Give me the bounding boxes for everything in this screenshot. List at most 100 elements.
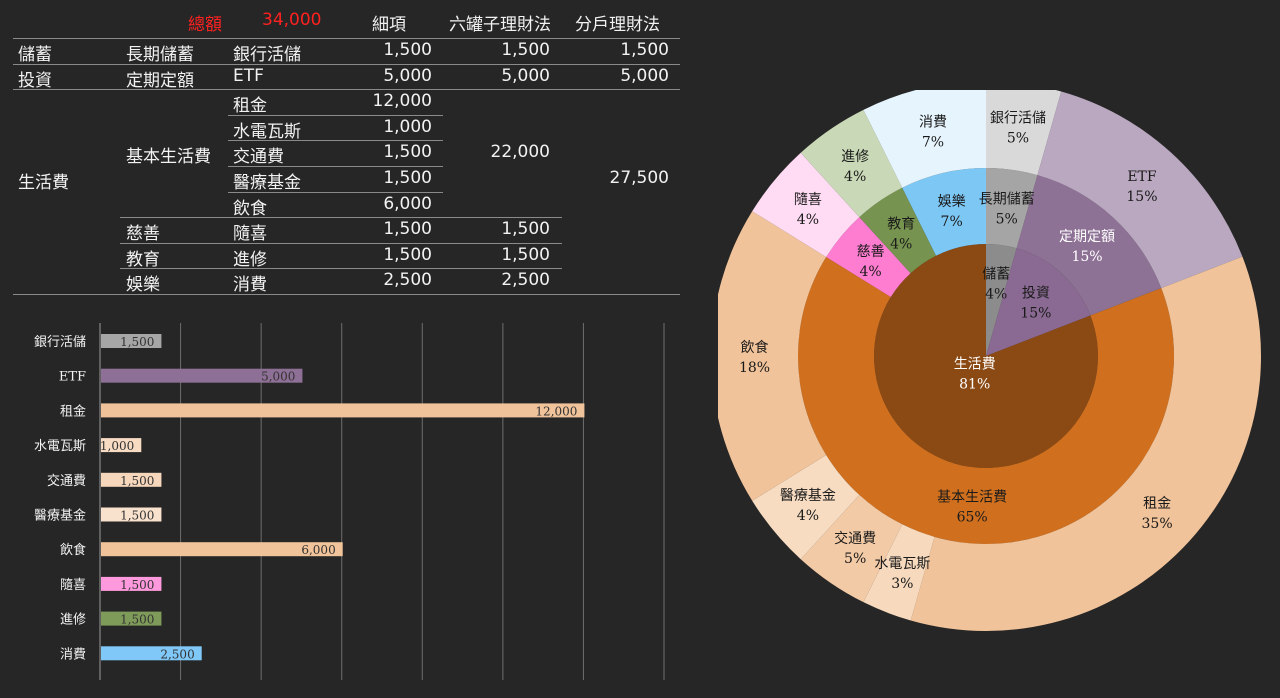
- slice-label: 投資: [1022, 285, 1050, 301]
- table-cell-sub: 教育: [126, 249, 160, 270]
- table-rule: [13, 38, 680, 39]
- slice-label: 生活費: [954, 356, 996, 372]
- sunburst-slice: [798, 257, 1174, 544]
- slice-label: 基本生活費: [937, 488, 1007, 505]
- table-cell-item: 醫療基金: [233, 173, 301, 193]
- slice-label: 銀行活儲: [990, 111, 1046, 127]
- bar-value-label: 1,000: [100, 439, 134, 453]
- table-rule: [13, 63, 680, 65]
- table-cell-item: 交通費: [233, 147, 284, 168]
- slice-label: 長期儲蓄: [979, 191, 1035, 207]
- slice-label: 隨喜: [794, 192, 822, 208]
- slice-label: 娛樂: [938, 193, 966, 210]
- table-cell-acct: 5,000: [620, 65, 669, 86]
- bar: [101, 646, 202, 661]
- sunburst-slice: [1016, 175, 1162, 316]
- table-cell-six: 1,500: [501, 219, 550, 240]
- bar-value-label: 12,000: [535, 404, 577, 418]
- table-cell-item: 租金: [233, 96, 267, 117]
- table-cell-item: 隨喜: [233, 224, 267, 245]
- header-six-jars: 六罐子理財法: [449, 15, 551, 35]
- bar: [101, 334, 162, 348]
- header-item: 細項: [372, 15, 406, 35]
- sunburst-slice: [752, 152, 860, 258]
- sunburst-slice: [800, 494, 903, 603]
- table-cell-amt: 6,000: [383, 193, 432, 214]
- sunburst-slice: [826, 217, 911, 298]
- table-cell-item: 進修: [233, 249, 267, 270]
- bar: [101, 542, 343, 557]
- table-rule: [228, 191, 443, 193]
- table-cell-sub: 定期定額: [126, 70, 194, 91]
- table-cell-item: 銀行活儲: [233, 45, 301, 65]
- slice-percent: 5%: [1007, 131, 1029, 147]
- bar: [101, 576, 162, 591]
- table-cell-six: 2,500: [501, 270, 550, 291]
- bar-category-label: 銀行活儲: [34, 335, 86, 350]
- table-cell-amt: 1,500: [383, 40, 432, 60]
- bar: [101, 368, 303, 383]
- sunburst-slice: [800, 109, 903, 218]
- bar-category-label: 飲食: [60, 542, 86, 558]
- sunburst-chart: 儲蓄 4% 投資 15% 生活費 81% 長期儲蓄 5% 定期定額 15% 基本生活費 65% 慈善 4%…: [718, 90, 1261, 631]
- slice-percent: 7%: [941, 214, 963, 230]
- bar-category-label: 消費: [60, 647, 86, 662]
- sunburst-slice: [863, 90, 986, 188]
- table-cell-amt: 1,500: [383, 219, 432, 240]
- slice-percent: 7%: [922, 135, 944, 151]
- sunburst-slice: [902, 168, 986, 256]
- slice-label: 飲食: [741, 339, 769, 356]
- total-value: 34,000: [262, 10, 322, 30]
- table-rule: [13, 294, 680, 295]
- slice-percent: 15%: [1020, 305, 1051, 321]
- slice-label: 定期定額: [1059, 229, 1115, 245]
- table-cell-item: 水電瓦斯: [233, 121, 301, 142]
- sunburst-slice: [863, 524, 935, 621]
- bar-category-label: ETF: [59, 370, 86, 385]
- slice-label: 水電瓦斯: [874, 556, 930, 572]
- slice-label: 醫療基金: [780, 487, 836, 504]
- bar: [101, 438, 142, 453]
- table-cell-acct: 27,500: [609, 168, 669, 188]
- slice-label: 慈善: [857, 244, 885, 260]
- bar-category-label: 醫療基金: [34, 508, 86, 524]
- header-accounts: 分戶理財法: [575, 15, 660, 35]
- slice-label: 交通費: [834, 530, 876, 547]
- table-cell-amt: 2,500: [383, 270, 432, 291]
- bar-value-label: 6,000: [301, 543, 335, 557]
- slice-percent: 4%: [890, 236, 912, 252]
- bar: [101, 507, 162, 522]
- sunburst-slice: [986, 248, 1091, 356]
- slice-percent: 15%: [1071, 249, 1102, 265]
- table-cell-sub: 基本生活費: [126, 147, 211, 168]
- slice-label: 消費: [919, 115, 947, 131]
- sunburst-slice: [986, 168, 1038, 249]
- bar: [101, 472, 162, 487]
- bar: [101, 403, 585, 418]
- table-cell-amt: 1,500: [383, 142, 432, 163]
- table-rule: [228, 114, 443, 116]
- bar-category-label: 進修: [60, 613, 86, 628]
- slice-percent: 35%: [1142, 516, 1173, 532]
- table-cell-amt: 1,500: [383, 244, 432, 265]
- sunburst-slice: [874, 244, 1098, 468]
- table-cell-cat: 儲蓄: [18, 45, 52, 65]
- table-cell-sub: 娛樂: [126, 275, 160, 296]
- slice-label: 教育: [887, 216, 915, 232]
- bar-value-label: 1,500: [120, 474, 154, 488]
- table-rule: [120, 217, 562, 219]
- slice-label: 儲蓄: [982, 267, 1010, 283]
- bar-category-label: 水電瓦斯: [34, 439, 86, 454]
- bar: [101, 611, 162, 626]
- table-cell-item: 飲食: [233, 198, 267, 219]
- table-cell-six: 5,000: [501, 65, 550, 86]
- table-cell-amt: 12,000: [372, 91, 432, 112]
- table-rule: [228, 140, 443, 142]
- table-cell-item: 消費: [233, 275, 267, 296]
- slice-percent: 65%: [957, 509, 988, 525]
- table-cell-acct: 1,500: [620, 40, 669, 60]
- slice-percent: 15%: [1126, 189, 1157, 205]
- table-cell-sub: 慈善: [126, 224, 160, 245]
- total-label: 總額: [188, 15, 222, 35]
- slice-percent: 4%: [844, 169, 866, 185]
